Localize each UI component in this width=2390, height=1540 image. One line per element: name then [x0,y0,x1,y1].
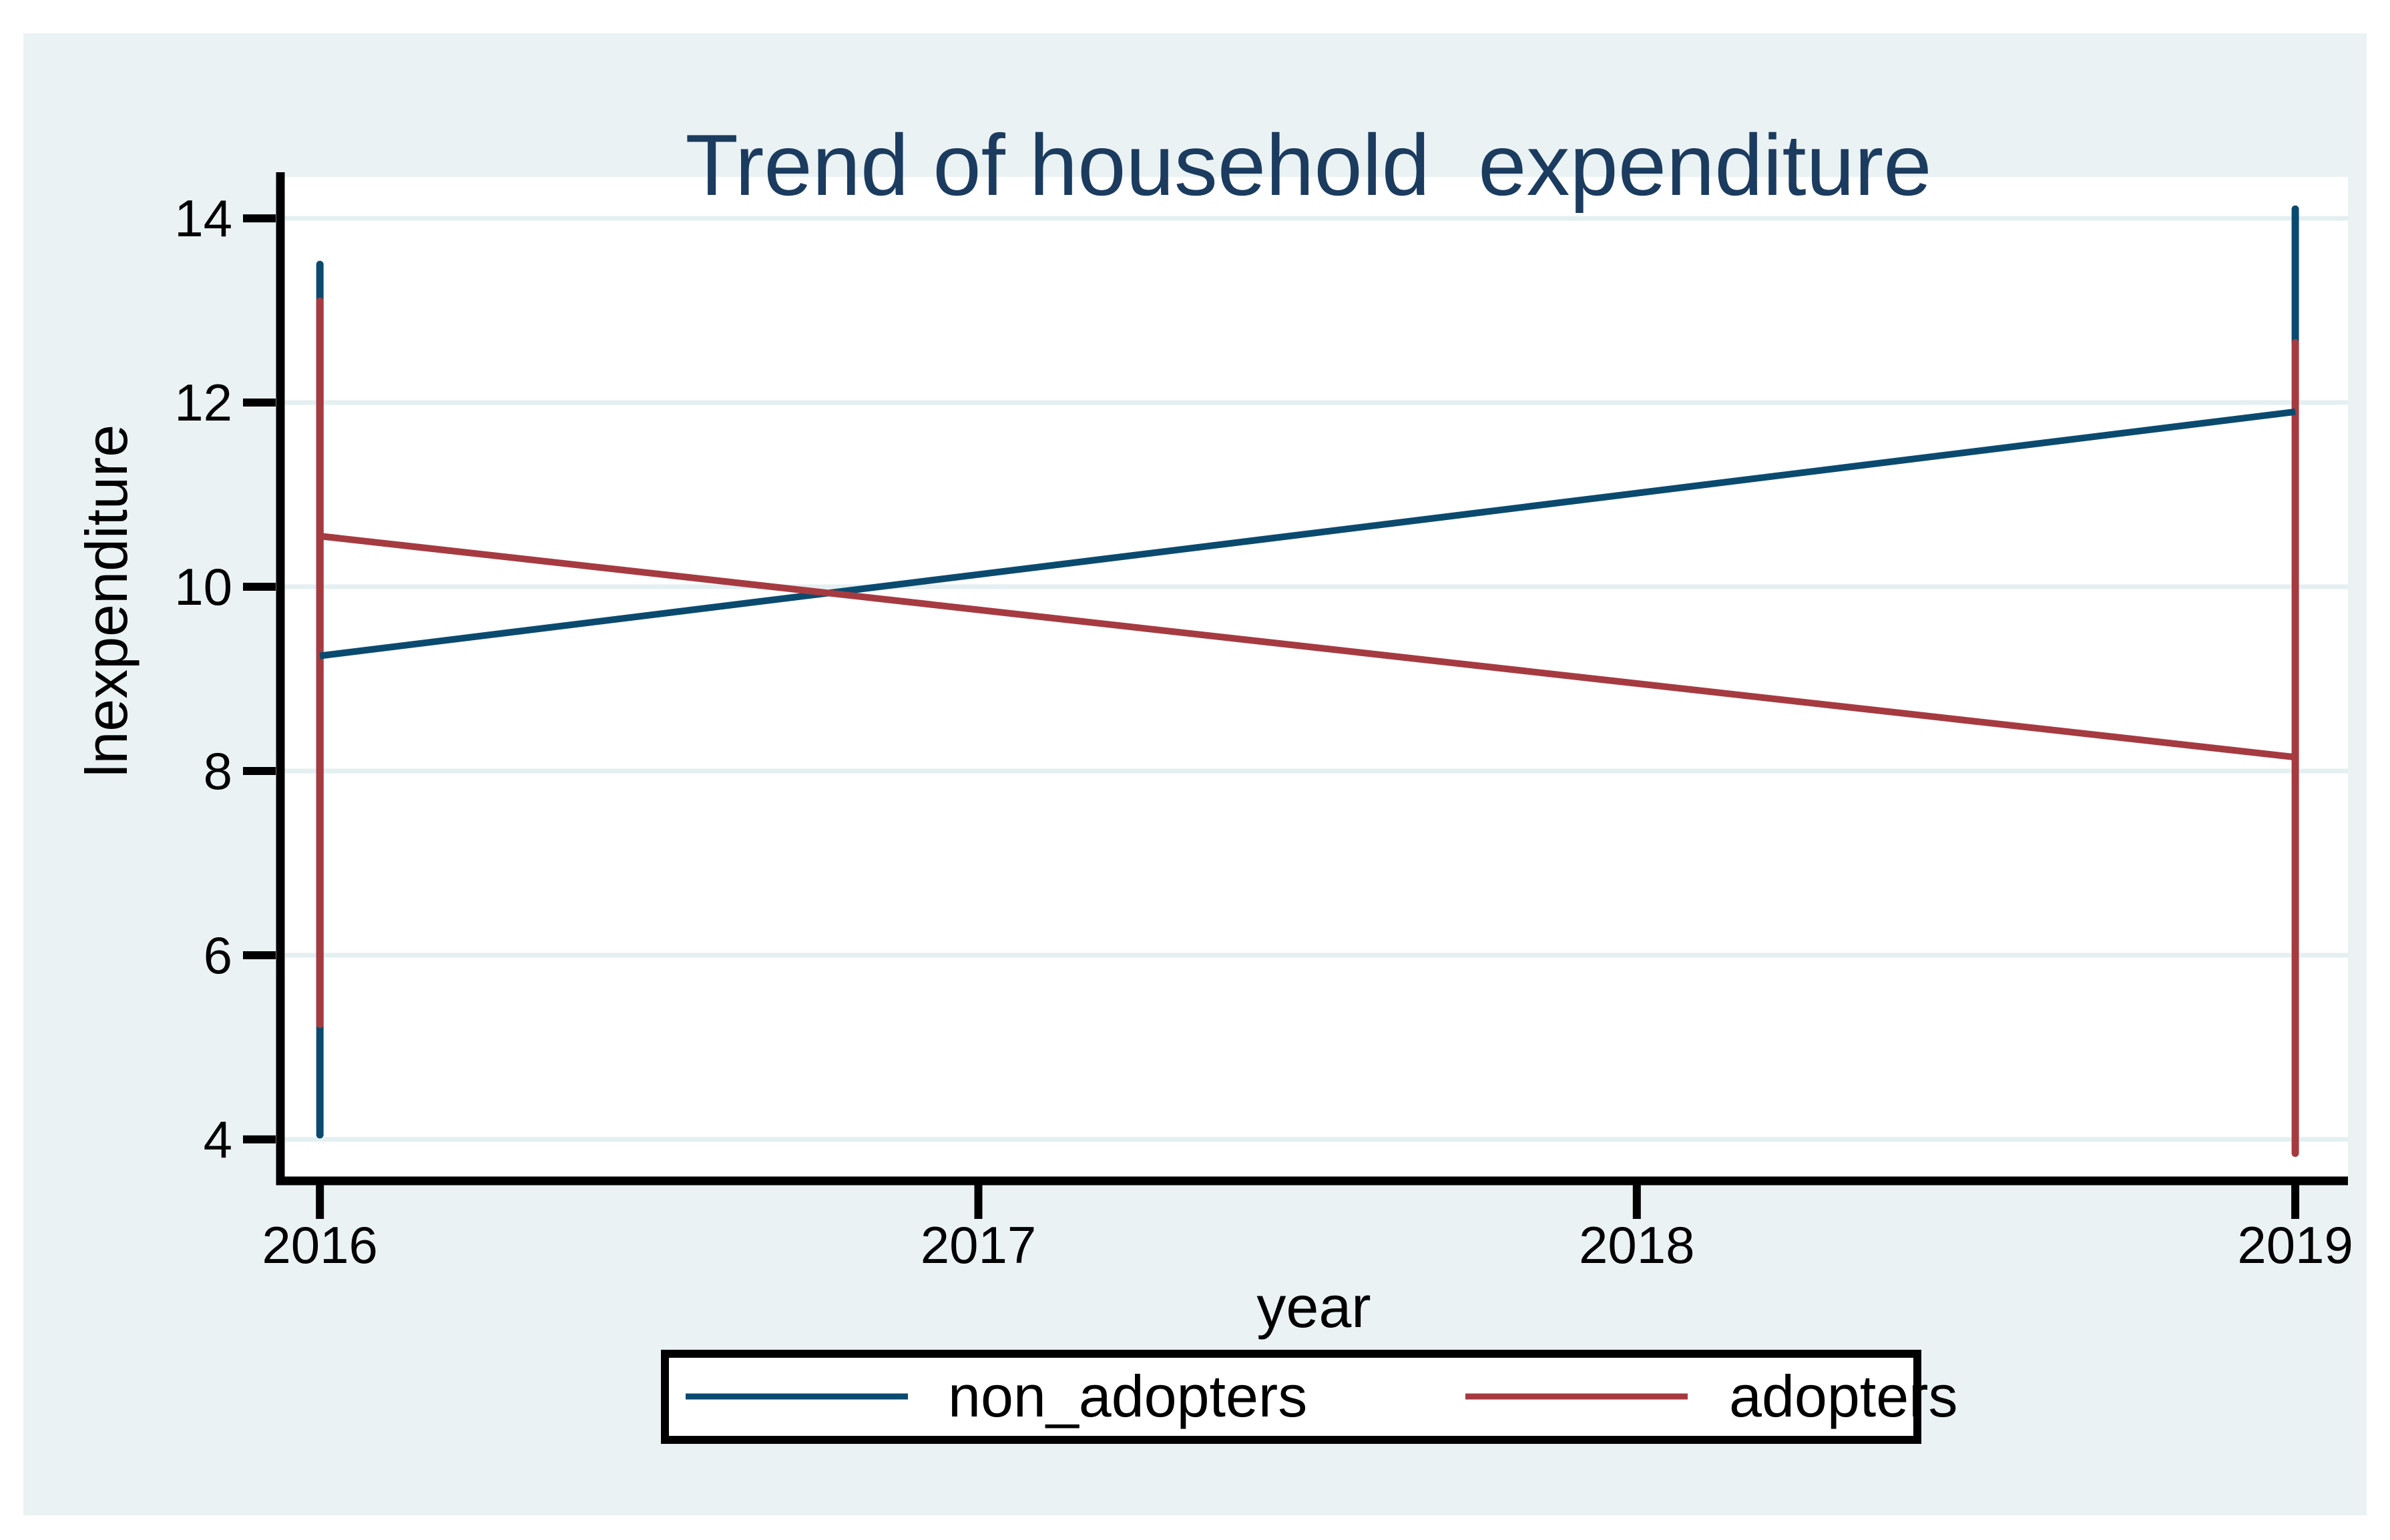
legend-label-adopters: adopters [1729,1363,1957,1429]
y-tick-label-6: 6 [204,926,232,985]
chart-title: Trend of household expenditure [685,116,1931,214]
ticks-group: 4 6 8 10 12 14 2016 2017 2018 2019 [174,189,2353,1274]
y-tick-label-12: 12 [174,373,232,432]
x-tick-label-2017: 2017 [921,1216,1037,1274]
legend: non_adopters adopters [661,1350,1957,1444]
trend-line-non_adopters [319,408,2296,660]
plot-area [280,177,2348,1181]
y-tick-label-14: 14 [174,189,232,248]
legend-label-non-adopters: non_adopters [948,1363,1307,1429]
x-tick-label-2018: 2018 [1579,1216,1695,1274]
trend-lines-group [319,408,2296,761]
x-tick-label-2019: 2019 [2237,1216,2353,1274]
x-tick-label-2016: 2016 [262,1216,378,1274]
trend-line-adopters [319,533,2296,761]
gridlines-group [285,216,2348,1142]
y-tick-label-8: 8 [204,742,232,800]
y-tick-label-4: 4 [204,1110,232,1169]
x-axis-title: year [1256,1274,1371,1340]
y-axis-title: lnexpenditure [73,425,140,777]
y-tick-label-10: 10 [174,557,232,616]
range-spikes-group [316,205,2299,1158]
